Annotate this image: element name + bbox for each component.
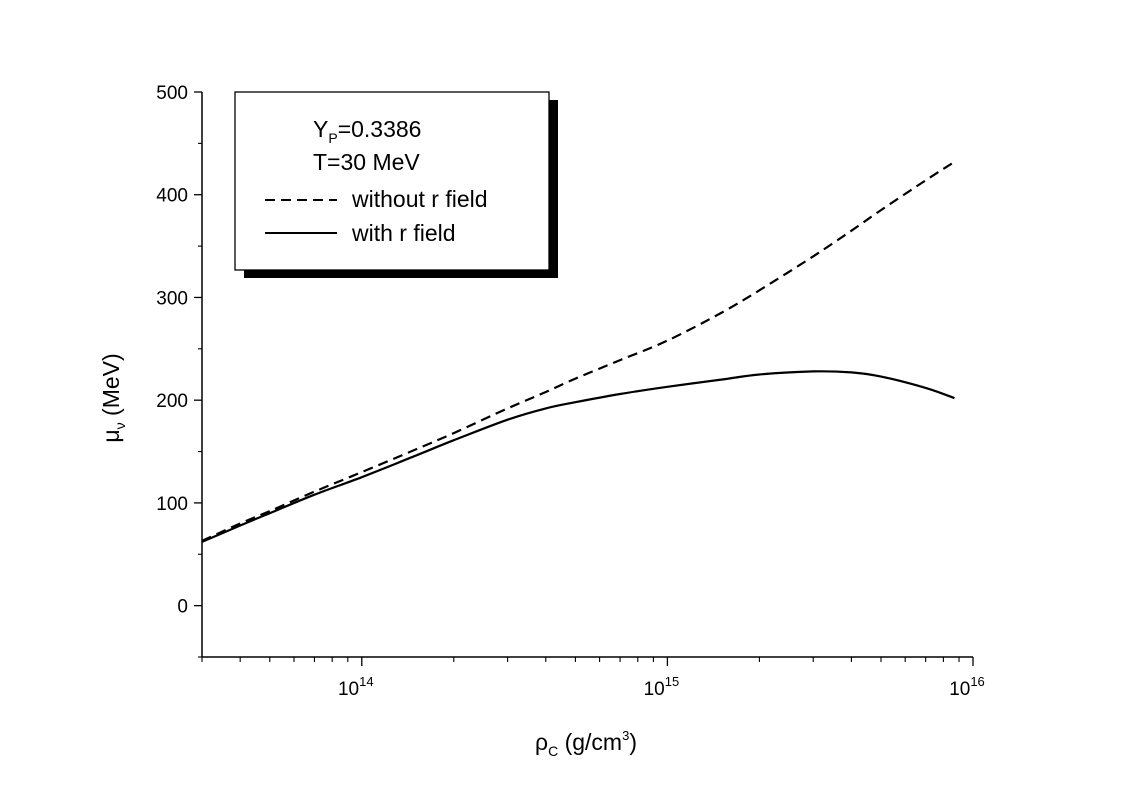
y-tick-label: 300 [156, 288, 188, 309]
legend-title-yp: YP=0.3386 [313, 116, 421, 146]
plot-series [201, 160, 956, 543]
axes: 0 100 200 300 400 500 1014 1015 1016 [156, 83, 985, 700]
y-tick-label: 100 [156, 494, 188, 515]
x-tick-label: 1015 [644, 674, 680, 700]
y-axis-label: μν (MeV) [98, 353, 128, 442]
legend: YP=0.3386 T=30 MeV without r field with … [234, 91, 558, 278]
x-tick-label: 1016 [949, 674, 985, 700]
y-tick-label: 200 [156, 391, 188, 412]
legend-label-with-r-field: with r field [351, 220, 456, 246]
y-tick-label: 400 [156, 186, 188, 207]
series-line-with-r-field [201, 370, 955, 543]
y-tick-label: 500 [156, 83, 188, 104]
legend-title-temperature: T=30 MeV [313, 149, 420, 175]
legend-box [234, 91, 550, 271]
x-tick-label: 1014 [338, 674, 374, 700]
legend-label-without-r-field: without r field [351, 186, 488, 212]
x-axis-label: ρC (g/cm3) [535, 728, 637, 759]
y-tick-label: 0 [177, 597, 188, 618]
series-line-without-r-field [201, 160, 956, 542]
